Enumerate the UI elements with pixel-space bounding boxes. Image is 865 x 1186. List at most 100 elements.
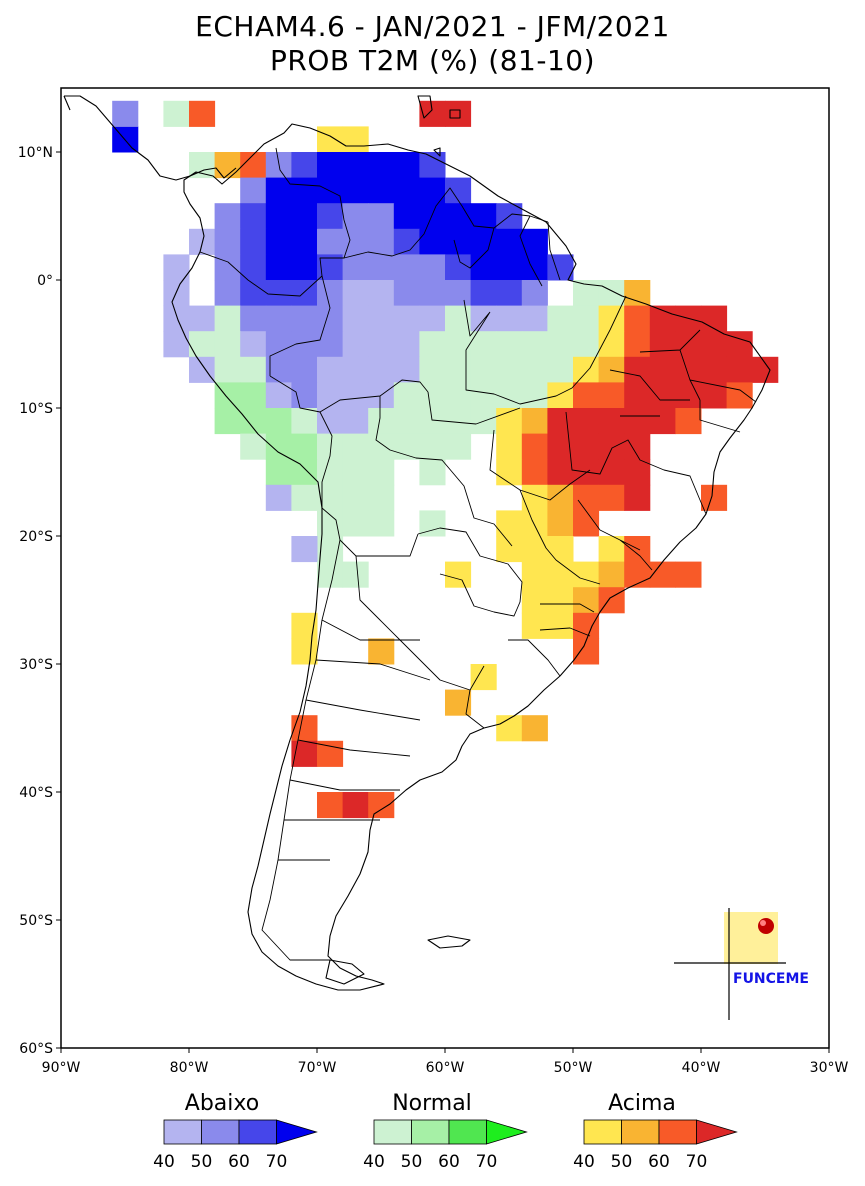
prob-cell <box>445 254 472 281</box>
prob-cell <box>342 510 369 537</box>
prob-cell <box>291 305 318 332</box>
legend-swatch <box>411 1119 450 1145</box>
caribbean-islands <box>417 95 461 157</box>
border-paraguay <box>417 527 523 617</box>
prob-cell <box>393 203 420 230</box>
prob-cell <box>214 331 241 358</box>
prob-cell <box>291 203 318 230</box>
prob-cell <box>240 382 267 409</box>
legend-arrow <box>486 1119 528 1145</box>
lon-tick-label: 30°W <box>810 1060 849 1076</box>
prob-cell <box>291 382 318 409</box>
prob-cell <box>393 254 420 281</box>
prob-cell <box>470 331 497 358</box>
prob-cell <box>368 408 395 435</box>
prob-cell <box>726 382 753 409</box>
prob-cell <box>240 408 267 435</box>
prob-cell <box>521 715 548 742</box>
legend-above: Acima 40 50 60 70 <box>573 1091 738 1172</box>
prob-cell <box>496 510 523 537</box>
prob-cell <box>393 228 420 255</box>
lat-tick-label: 60°S <box>19 1041 53 1057</box>
prob-cell <box>265 177 292 204</box>
tierra-del-fuego <box>325 959 365 985</box>
prob-cell <box>265 254 292 281</box>
prob-cell <box>598 561 625 588</box>
legend-swatch <box>238 1119 277 1145</box>
legend-tick-label: 60 <box>228 1152 250 1172</box>
prob-cell <box>291 715 318 742</box>
prob-cell <box>573 382 600 409</box>
prob-cell <box>240 280 267 307</box>
prob-cell <box>240 305 267 332</box>
prob-cell <box>547 382 574 409</box>
prob-cell <box>291 228 318 255</box>
prob-cell <box>598 280 625 307</box>
prob-cell <box>317 561 344 588</box>
prob-cell <box>675 382 702 409</box>
prob-cell <box>470 203 497 230</box>
prob-cell <box>419 356 446 383</box>
prob-cell <box>368 203 395 230</box>
prob-cell <box>368 305 395 332</box>
prob-cell <box>701 331 728 358</box>
prob-cell <box>265 203 292 230</box>
prob-cell <box>547 561 574 588</box>
prob-cell <box>496 331 523 358</box>
prob-cell <box>419 331 446 358</box>
prob-cell <box>496 305 523 332</box>
legend-tick-label: 60 <box>438 1152 460 1172</box>
prob-cell <box>265 459 292 486</box>
prob-cell <box>342 126 369 153</box>
prob-cell <box>112 100 139 127</box>
border-guyanas <box>453 215 561 287</box>
prob-cell <box>393 305 420 332</box>
prob-cell <box>368 638 395 665</box>
prob-cell <box>598 587 625 614</box>
prob-cell <box>547 408 574 435</box>
prob-cell <box>547 536 574 563</box>
prob-cell <box>419 100 446 127</box>
prob-cell <box>470 382 497 409</box>
prob-cell <box>675 408 702 435</box>
lon-tick-label: 70°W <box>298 1060 337 1076</box>
prob-cell <box>163 254 190 281</box>
prob-cell <box>547 331 574 358</box>
prob-cell <box>240 152 267 179</box>
legend: Abaixo 40 50 60 70 Normal 40 50 60 70 Acima 40 50 60 7… <box>153 1091 738 1172</box>
lat-tick-label: 10°N <box>18 145 53 161</box>
legend-title-above: Acima <box>608 1091 676 1116</box>
prob-cell <box>496 433 523 460</box>
lat-tick-label: 40°S <box>19 785 53 801</box>
lat-tick-label: 0° <box>37 273 53 289</box>
prob-cell <box>240 228 267 255</box>
legend-tick-label: 70 <box>476 1152 498 1172</box>
prob-cell <box>265 228 292 255</box>
prob-cell <box>573 587 600 614</box>
prob-cell <box>393 177 420 204</box>
legend-tick-label: 50 <box>611 1152 633 1172</box>
prob-cell <box>317 228 344 255</box>
lon-tick-label: 50°W <box>554 1060 593 1076</box>
prob-cell <box>547 305 574 332</box>
prob-cell <box>368 331 395 358</box>
falkland-islands <box>427 935 471 949</box>
prob-cell <box>342 792 369 819</box>
prob-cell <box>265 408 292 435</box>
prob-cell <box>368 433 395 460</box>
prob-cell <box>445 331 472 358</box>
border-argentina-provinces <box>278 555 471 861</box>
legend-tick-label: 70 <box>686 1152 708 1172</box>
prob-cell <box>598 408 625 435</box>
logo-ball <box>758 918 774 934</box>
border-peru-brazil <box>269 375 429 413</box>
prob-cell <box>445 561 472 588</box>
prob-cell <box>291 484 318 511</box>
prob-cell <box>189 331 216 358</box>
prob-cell <box>598 459 625 486</box>
prob-cell <box>342 408 369 435</box>
prob-cell <box>317 203 344 230</box>
prob-cell <box>342 203 369 230</box>
prob-cell <box>701 356 728 383</box>
coastline <box>63 95 771 991</box>
